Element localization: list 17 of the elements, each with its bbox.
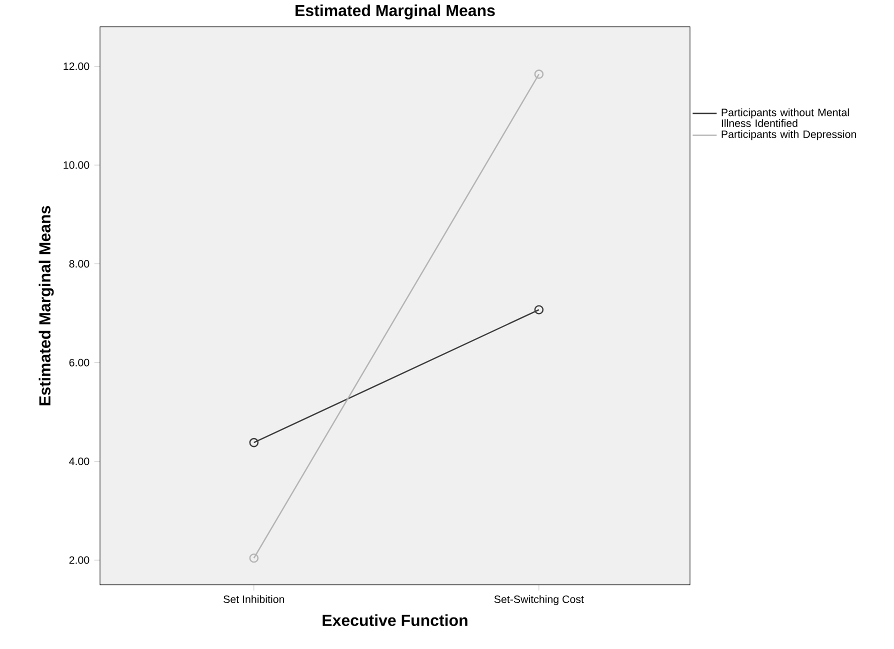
chart-title: Estimated Marginal Means <box>296 4 495 20</box>
y-tick-label: 8.00 <box>69 260 90 268</box>
point <box>534 70 544 79</box>
y-tick-label: 12.00 <box>64 62 90 70</box>
y-axis-title: Estimated Marginal Means <box>38 206 54 406</box>
y-tick-label: 6.00 <box>69 358 90 366</box>
y-tick-label: 10.00 <box>64 161 90 169</box>
legend-label: Participants with Depression <box>722 130 856 140</box>
point <box>249 554 259 563</box>
point <box>534 305 544 315</box>
y-tick-label: 2.00 <box>69 556 90 564</box>
legend-label: Participants without Mental Illness Identified <box>722 108 849 128</box>
x-axis-title: Executive Function <box>322 614 468 626</box>
x-tick-label: Set-Switching Cost <box>494 595 584 606</box>
y-tick-label: 4.00 <box>69 458 90 466</box>
x-tick-label: Set Inhibition <box>224 595 284 604</box>
point <box>249 438 259 448</box>
